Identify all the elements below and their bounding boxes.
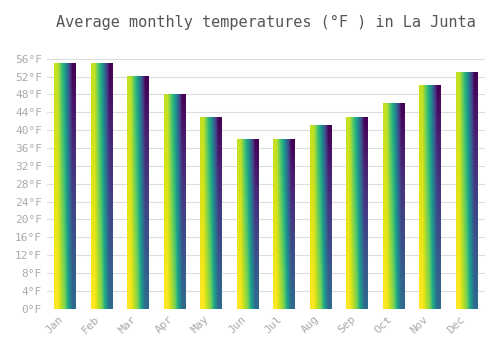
- Title: Average monthly temperatures (°F ) in La Junta: Average monthly temperatures (°F ) in La…: [56, 15, 476, 30]
